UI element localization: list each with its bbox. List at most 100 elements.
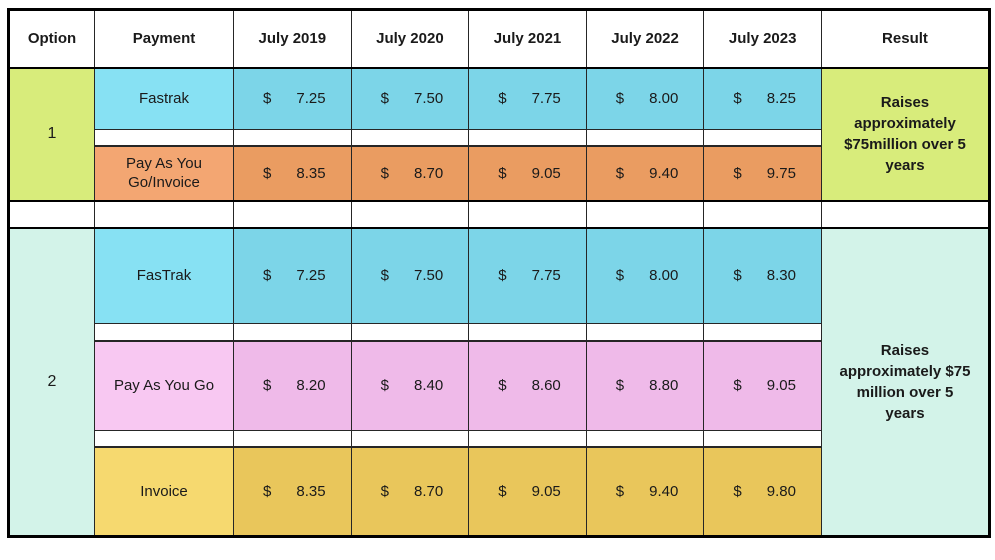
toll-value-cell: $ 8.20: [233, 339, 352, 431]
dollar-sign: $: [380, 164, 389, 182]
dollar-sign: $: [733, 267, 742, 285]
toll-amount: $ 9.05: [469, 483, 586, 500]
payment-cell-payg: Pay As You Go: [94, 339, 234, 431]
toll-amount: $ 8.70: [352, 165, 469, 182]
amount: 7.50: [413, 90, 444, 108]
spacer-cell: [468, 129, 587, 146]
result-cell-option-2: Raises approximately $75 million over 5 …: [820, 226, 990, 537]
toll-value-cell: $ 9.05: [468, 144, 587, 201]
toll-amount: $ 8.00: [587, 90, 704, 107]
spacer-cell: [585, 323, 705, 341]
toll-value-cell: $ 8.70: [350, 445, 470, 537]
toll-value-cell: $ 7.50: [350, 66, 470, 130]
header-cell-july-2019: July 2019: [233, 9, 352, 69]
dollar-sign: $: [263, 482, 272, 500]
option-2-cell: 2: [8, 226, 95, 537]
spacer-cell: [585, 199, 705, 229]
amount: 8.80: [649, 377, 679, 395]
spacer-cell: [585, 129, 705, 146]
header-cell-july-2020: July 2020: [350, 9, 470, 69]
toll-value-cell: $ 8.00: [585, 66, 705, 130]
amount: 9.05: [766, 377, 796, 395]
amount: 8.40: [413, 377, 444, 395]
toll-value-cell: $ 9.75: [703, 144, 822, 201]
amount: 9.40: [649, 482, 679, 500]
payment-cell-fastrak-1: Fastrak: [94, 66, 234, 130]
dollar-sign: $: [615, 164, 625, 182]
dollar-sign: $: [733, 377, 742, 395]
dollar-sign: $: [498, 482, 507, 500]
toll-value-cell: $ 7.75: [468, 66, 587, 130]
toll-value-cell: $ 9.40: [585, 144, 705, 201]
dollar-sign: $: [615, 267, 625, 285]
spacer-cell: [233, 430, 352, 447]
dollar-sign: $: [498, 377, 507, 395]
dollar-sign: $: [615, 90, 625, 108]
spacer-row: [9, 430, 990, 447]
option2-payg-row: Pay As You Go $ 8.20 $ 8.40 $ 8.60: [9, 339, 990, 431]
result-cell-option-1: Raises approximately $75million over 5 y…: [820, 66, 990, 201]
spacer-cell: [8, 199, 95, 229]
dollar-sign: $: [498, 164, 507, 182]
payment-label: Pay As You Go: [113, 377, 215, 394]
dollar-sign: $: [498, 90, 507, 108]
result-text: Raises approximately $75million over 5 y…: [844, 94, 966, 174]
toll-amount: $ 8.00: [587, 267, 704, 284]
toll-value-cell: $ 7.25: [233, 66, 352, 130]
header-row: Option Payment July 2019 July 2020 July …: [8, 9, 990, 69]
toll-amount: $ 7.25: [234, 267, 351, 284]
toll-value-cell: $ 8.25: [703, 66, 822, 130]
amount: 9.40: [649, 164, 679, 182]
option2-fastrak-row: 2 FasTrak $ 7.25 $ 7.50 $ 7.75: [8, 226, 990, 537]
toll-amount: $ 8.20: [234, 377, 351, 394]
payment-label: FasTrak: [136, 267, 192, 284]
option1-payg-invoice-row: Pay As You Go/Invoice $ 8.35 $ 8.70 $ 9.…: [9, 144, 990, 201]
dollar-sign: $: [380, 377, 389, 395]
toll-amount: $ 8.30: [704, 267, 821, 284]
spacer-cell: [94, 323, 234, 341]
toll-amount: $ 8.25: [704, 90, 821, 107]
toll-value-cell: $ 9.80: [703, 445, 822, 537]
toll-amount: $ 8.70: [352, 483, 469, 500]
spacer-cell: [350, 129, 470, 146]
dollar-sign: $: [733, 482, 742, 500]
toll-value-cell: $ 8.35: [233, 445, 352, 537]
spacer-cell: [94, 199, 234, 229]
toll-amount: $ 9.40: [587, 483, 704, 500]
amount: 7.75: [531, 90, 561, 108]
spacer-cell: [468, 199, 587, 229]
toll-amount: $ 8.35: [234, 483, 351, 500]
spacer-cell: [468, 430, 587, 447]
toll-value-cell: $ 7.75: [468, 226, 587, 324]
amount: 9.80: [766, 482, 796, 500]
payment-label: Invoice: [140, 482, 188, 500]
spacer-cell: [703, 323, 822, 341]
toll-amount: $ 8.35: [234, 165, 351, 182]
toll-amount: $ 7.25: [234, 90, 351, 107]
toll-amount: $ 7.75: [469, 267, 586, 284]
dollar-sign: $: [263, 267, 272, 285]
toll-value-cell: $ 9.05: [468, 445, 587, 537]
amount: 8.35: [296, 482, 326, 500]
spacer-cell: [350, 430, 470, 447]
payment-label: Pay As You Go/Invoice: [126, 154, 202, 192]
amount: 9.05: [531, 164, 561, 182]
amount: 8.70: [413, 482, 444, 500]
toll-value-cell: $ 8.00: [585, 226, 705, 324]
toll-amount: $ 7.50: [352, 267, 469, 284]
toll-amount: $ 9.80: [704, 483, 821, 500]
dollar-sign: $: [263, 90, 272, 108]
dollar-sign: $: [263, 164, 272, 182]
toll-amount: $ 7.50: [352, 90, 469, 107]
amount: 8.70: [413, 164, 444, 182]
toll-amount: $ 7.75: [469, 90, 586, 107]
toll-value-cell: $ 8.30: [703, 226, 822, 324]
payment-cell-invoice: Invoice: [94, 445, 234, 537]
toll-value-cell: $ 7.50: [350, 226, 470, 324]
amount: 9.05: [531, 482, 561, 500]
toll-amount: $ 8.60: [469, 377, 586, 394]
toll-amount: $ 9.75: [704, 165, 821, 182]
toll-value-cell: $ 8.70: [350, 144, 470, 201]
amount: 9.75: [766, 164, 796, 182]
spacer-cell: [468, 323, 587, 341]
